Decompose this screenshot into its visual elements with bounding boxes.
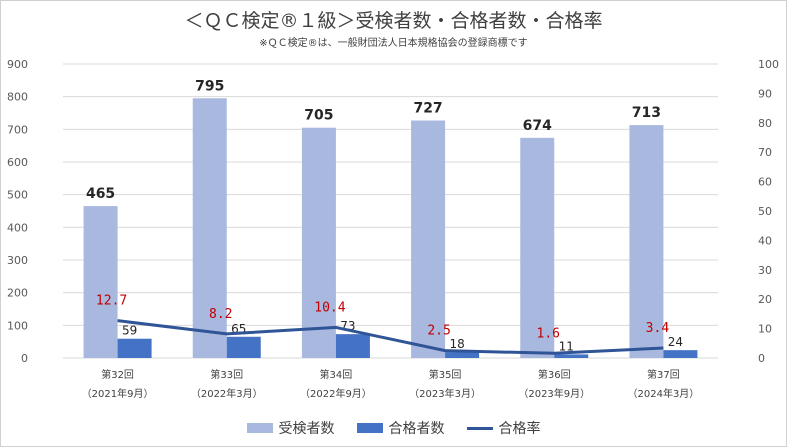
data-label-applicants: 713 (632, 105, 661, 121)
data-label-pass-rate: 10.4 (314, 300, 345, 315)
y-tick-label-left: 400 (7, 221, 28, 234)
y-tick-label-left: 600 (7, 156, 28, 169)
x-tick-sublabel: （2023年3月） (409, 387, 481, 400)
data-label-applicants: 705 (304, 108, 333, 124)
legend-label-pass-rate: 合格率 (498, 421, 541, 437)
chart-subtitle: ※ＱＣ検定®は、一般財団法人日本規格協会の登録商標です (259, 38, 528, 49)
legend: 受検者数 合格者数 合格率 (0, 418, 787, 438)
line-pass-rate (117, 319, 664, 355)
bar-applicants (301, 127, 336, 358)
y-tick-label-right: 90 (758, 87, 772, 100)
x-tick-label: 第37回 (647, 368, 680, 381)
bar-passers (663, 350, 698, 358)
x-tick-label: 第33回 (210, 368, 243, 381)
x-tick-label: 第35回 (429, 368, 462, 381)
data-label-pass-rate: 2.5 (427, 324, 450, 339)
y-tick-label-left: 100 (7, 319, 28, 332)
x-tick-sublabel: （2021年9月） (82, 387, 154, 400)
y-tick-label-right: 20 (758, 293, 772, 306)
x-tick-sublabel: （2024年3月） (628, 387, 700, 400)
bar-applicants (520, 137, 555, 358)
bar-applicants (411, 120, 446, 358)
chart-title: ＜ＱＣ検定®１級＞受検者数・合格者数・合格率 (184, 10, 603, 32)
legend-item-applicants: 受検者数 (246, 418, 335, 438)
data-label-passers: 11 (559, 339, 574, 353)
data-label-pass-rate: 8.2 (209, 307, 232, 322)
data-label-pass-rate: 12.7 (96, 294, 127, 309)
x-tick-label: 第32回 (101, 368, 134, 381)
bar-passers (335, 334, 370, 358)
data-label-passers: 18 (449, 337, 464, 351)
data-label-applicants: 727 (413, 101, 442, 117)
legend-label-applicants: 受検者数 (278, 421, 335, 437)
data-label-applicants: 795 (195, 78, 224, 94)
y-tick-label-right: 100 (758, 58, 779, 71)
y-tick-label-right: 50 (758, 205, 772, 218)
x-tick-sublabel: （2022年9月） (300, 387, 372, 400)
bar-applicants (629, 125, 664, 358)
bar-applicants (83, 206, 118, 358)
data-label-applicants: 465 (86, 186, 115, 202)
y-tick-label-left: 900 (7, 58, 28, 71)
bar-applicants (192, 98, 227, 359)
x-tick-sublabel: （2023年9月） (518, 387, 590, 400)
y-tick-label-left: 200 (7, 287, 28, 300)
bar-passers (554, 354, 589, 358)
y-tick-label-left: 800 (7, 91, 28, 104)
data-label-pass-rate: 1.6 (537, 326, 560, 341)
y-tick-label-right: 0 (758, 352, 765, 365)
legend-item-passers: 合格者数 (356, 418, 445, 438)
y-tick-label-right: 10 (758, 323, 772, 336)
legend-swatch-applicants (246, 423, 273, 433)
legend-label-passers: 合格者数 (388, 421, 445, 437)
y-tick-label-left: 300 (7, 254, 28, 267)
legend-swatch-pass-rate (466, 426, 493, 430)
y-tick-label-right: 80 (758, 117, 772, 130)
y-tick-label-right: 60 (758, 176, 772, 189)
y-tick-label-left: 0 (21, 352, 28, 365)
bar-passers (445, 352, 480, 358)
legend-swatch-passers (356, 423, 383, 433)
data-label-pass-rate: 3.4 (646, 321, 670, 336)
y-tick-label-right: 30 (758, 264, 772, 277)
data-label-passers: 24 (668, 335, 683, 349)
y-tick-label-right: 70 (758, 146, 772, 159)
data-label-applicants: 674 (523, 118, 552, 134)
bar-passers (226, 336, 261, 358)
y-tick-label-left: 500 (7, 189, 28, 202)
y-tick-label-left: 700 (7, 123, 28, 136)
data-label-passers: 59 (122, 324, 137, 338)
bar-passers (117, 338, 152, 358)
y-tick-label-right: 40 (758, 234, 772, 247)
legend-item-pass-rate: 合格率 (466, 418, 541, 438)
x-tick-label: 第36回 (538, 368, 571, 381)
x-tick-sublabel: （2022年3月） (191, 387, 263, 400)
x-tick-label: 第34回 (320, 368, 353, 381)
